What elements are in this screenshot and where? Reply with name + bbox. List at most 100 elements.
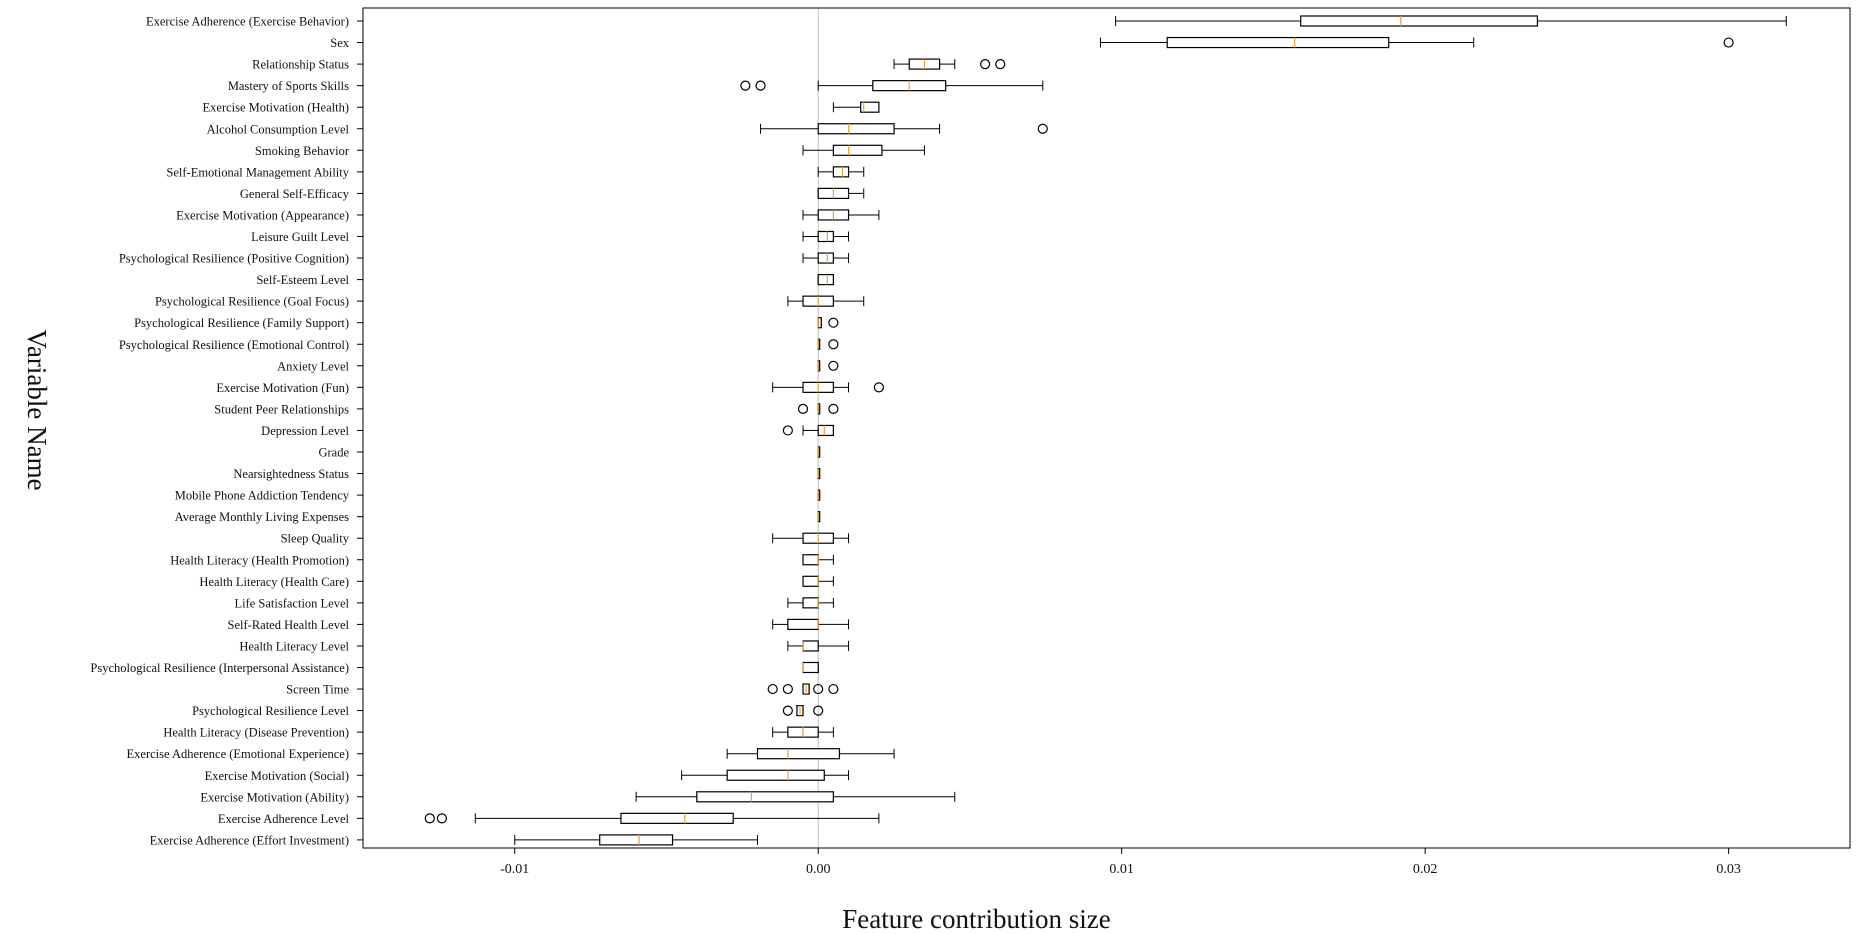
y-tick-label: Health Literacy (Disease Prevention) [163,726,349,740]
x-tick-label: 0.01 [1109,862,1134,877]
y-tick-label: Nearsightedness Status [233,467,349,481]
outlier-point [782,705,793,716]
y-tick-label: Psychological Resilience Level [192,704,349,718]
box-34 [726,748,895,760]
box-7 [817,166,865,178]
y-tick-label: Student Peer Relationships [214,402,349,416]
box-29 [787,640,850,652]
outlier-point [813,705,824,716]
y-tick-label: Mobile Phone Addiction Tendency [175,489,350,503]
box-33 [772,726,834,738]
y-tick-label: General Self-Efficacy [240,187,350,201]
y-tick-label: Exercise Adherence (Exercise Behavior) [146,15,349,29]
box-20 [817,446,821,458]
box-10 [802,230,850,243]
outlier-point [782,425,793,436]
plot-frame [362,7,1851,849]
y-tick-label: Exercise Motivation (Appearance) [176,208,349,222]
box-26 [802,575,834,587]
box-25 [802,554,834,566]
box-14 [817,317,839,329]
y-tick-label: Self-Esteem Level [256,273,349,287]
y-tick-label: Average Monthly Living Expenses [175,510,350,524]
y-tick-label: Leisure Guilt Level [251,230,349,244]
y-tick-label: Sex [330,36,350,50]
iqr-box [802,661,819,674]
outlier-point [424,813,435,824]
box-35 [681,769,850,781]
iqr-box [832,166,850,178]
y-tick-label: Psychological Resilience (Emotional Cont… [119,338,349,352]
y-tick-label: Smoking Behavior [255,144,350,158]
y-tick-label: Psychological Resilience (Interpersonal … [90,661,349,675]
y-tick-label: Life Satisfaction Level [234,596,349,610]
outlier-point [873,382,884,393]
box-2 [893,58,1006,70]
y-tick-label: Exercise Motivation (Fun) [216,381,349,395]
iqr-box [817,252,834,264]
iqr-box [1300,15,1539,27]
y-tick-label: Self-Rated Health Level [228,618,350,632]
box-12 [817,274,834,286]
outlier-point [828,339,839,350]
iqr-box [860,101,880,113]
box-15 [817,338,839,350]
iqr-box [802,575,819,587]
outlier-point [797,403,809,414]
x-ticks [514,848,1730,854]
outlier-point [828,403,839,414]
outlier-point [995,58,1006,70]
box-30 [802,661,819,674]
y-tick-label: Grade [318,446,349,460]
box-13 [787,295,865,307]
iqr-box [817,274,834,286]
box-23 [817,511,821,523]
outlier-point [755,80,766,91]
y-tick-label: Anxiety Level [277,359,349,373]
outlier-point [1723,37,1734,48]
box-32 [782,704,824,717]
x-tick-label: 0.02 [1413,862,1438,877]
y-tick-label: Psychological Resilience (Positive Cogni… [119,252,349,266]
box-24 [772,532,850,544]
iqr-box [726,769,825,781]
y-tick-label: Depression Level [261,424,349,438]
box-37 [424,812,880,824]
iqr-box [802,597,819,609]
box-series [424,15,1787,846]
outlier-point [782,683,793,695]
outlier-point [436,813,448,824]
box-17 [772,381,884,393]
y-tick-label: Exercise Adherence (Effort Investment) [150,833,349,847]
iqr-box [817,230,834,243]
iqr-box [817,424,834,437]
y-tick-label: Health Literacy Level [239,639,349,653]
box-6 [802,144,925,156]
iqr-box [832,144,883,156]
box-4 [832,101,880,113]
outlier-point [1037,123,1048,134]
iqr-box [599,834,674,846]
y-tick-label: Mastery of Sports Skills [228,79,349,93]
y-tick-label: Exercise Motivation (Health) [203,101,349,115]
y-tick-label: Psychological Resilience (Family Support… [134,316,349,330]
y-tick-label: Screen Time [286,683,349,697]
box-1 [1099,36,1734,49]
y-tick-label: Exercise Motivation (Social) [205,769,349,783]
box-36 [635,791,956,803]
y-tick-label: Psychological Resilience (Goal Focus) [155,295,349,309]
box-3 [740,80,1044,92]
iqr-box [696,791,834,803]
iqr-box [1166,36,1390,49]
y-tick-label: Self-Emotional Management Ability [166,165,349,179]
x-tick-label: 0.00 [806,862,831,877]
box-19 [782,424,834,437]
box-22 [817,489,821,501]
x-tick-label: -0.01 [500,862,529,877]
box-31 [767,683,839,695]
y-tick-label: Exercise Adherence Level [218,812,350,826]
outlier-point [828,360,839,371]
iqr-box [787,618,819,631]
